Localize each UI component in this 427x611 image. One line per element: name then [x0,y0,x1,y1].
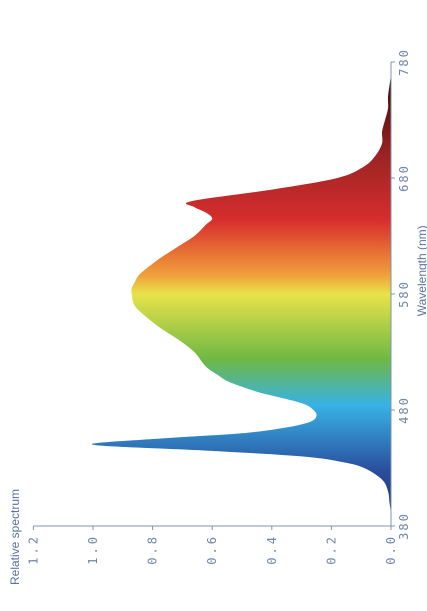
y-tick-label: 1.2 [26,534,40,565]
y-tick-label: 1.0 [86,534,100,565]
y-tick-label: 0.8 [146,534,160,565]
x-axis-ticks: 380 480 580 680 780 [391,48,411,540]
x-tick-label: 780 [397,48,411,76]
y-tick-label: 0.6 [205,534,219,565]
x-axis-title: Wavelength (nm) [415,225,427,316]
spectrum-area [91,62,392,526]
y-axis-title: Relative spectrum [8,489,22,585]
x-tick-label: 480 [397,396,411,424]
y-tick-label: 0.0 [384,534,398,565]
x-tick-label: 380 [397,512,411,540]
y-tick-label: 0.4 [265,534,279,565]
y-tick-label: 0.2 [324,534,338,565]
x-tick-label: 680 [397,164,411,192]
x-tick-label: 580 [397,280,411,308]
y-axis-ticks: 0.0 0.2 0.4 0.6 0.8 1.0 1.2 [26,526,398,565]
